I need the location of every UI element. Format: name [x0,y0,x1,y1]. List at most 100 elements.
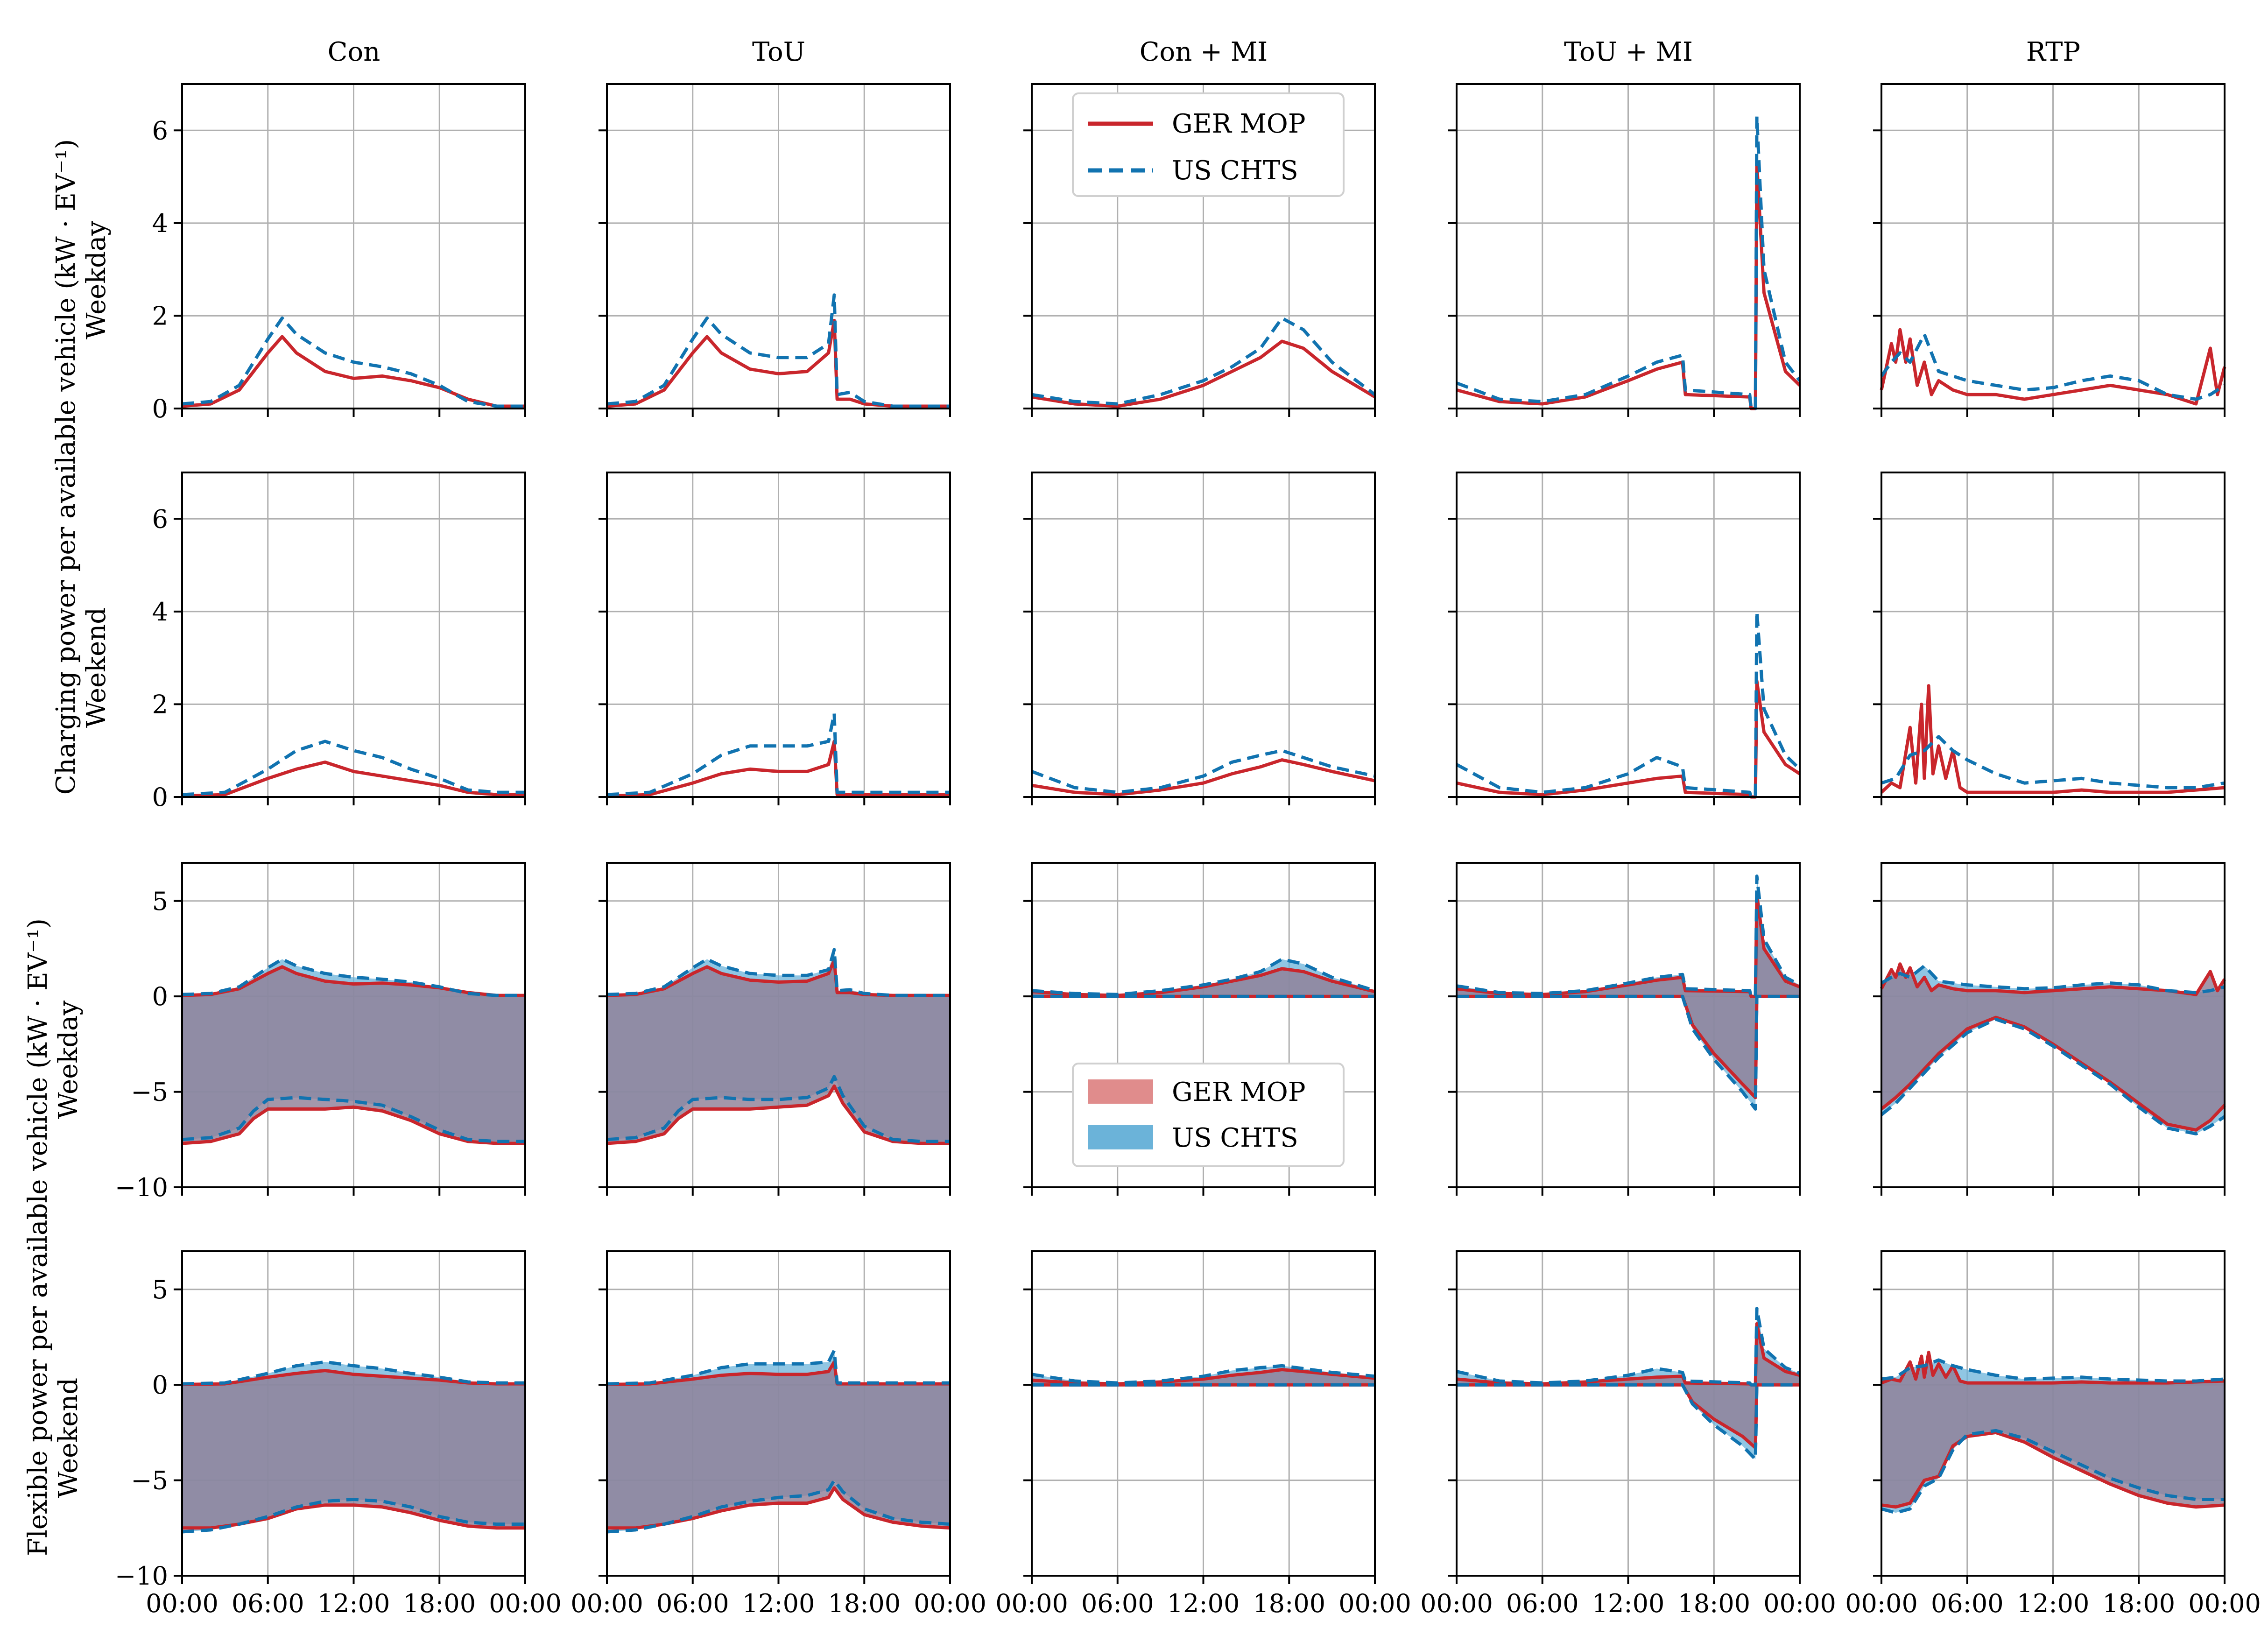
line-us-chts [1031,316,1376,406]
line-us-chts [182,316,525,408]
y-tick-label-0: 5 [152,1275,168,1304]
line-us-chts-lower [182,1096,525,1143]
y-tick-label-0: 0 [152,782,168,812]
line-ger-mop-upper [182,965,525,997]
x-tick-label-4: 00:00 [1763,1589,1836,1618]
line-ger-mop [1456,161,1801,410]
band-overlap [182,1370,525,1528]
x-tick-label-4: 00:00 [1338,1589,1411,1618]
line-ger-mop [1031,339,1376,408]
y-tick-label-1: 0 [152,982,168,1011]
panel-charging-weekend-con: 0 2 4 6 [152,472,526,812]
x-tick-label-1: 06:00 [1931,1589,2004,1618]
panel-charging-weekend-rtp [1873,472,2226,805]
legend-fill-label-us: US CHTS [1172,1123,1298,1153]
line-us-chts [1456,610,1801,799]
line-ger-mop-upper [606,958,950,997]
line-us-chts-upper [1456,874,1801,998]
column-title-tou: ToU [752,37,805,67]
x-tick-label-1: 06:00 [656,1589,729,1618]
line-us-chts-lower [1457,1383,1800,1461]
x-tick-label-2: 12:00 [1167,1589,1240,1618]
line-ger-mop-lower [1880,1015,2226,1132]
line-us-chts-upper [606,1349,950,1386]
y-tick-label-0: 0 [152,394,168,423]
line-us-chts [1880,332,2226,401]
y-tick-label-1: 0 [152,1370,168,1400]
column-title-con: Con [328,37,380,67]
line-ger-mop [606,740,950,798]
line-us-chts-lower [182,1498,525,1534]
line-us-chts [1456,115,1801,410]
panel-flexible-weekday-con: 5 0 −5 −10 [115,862,526,1202]
line-us-chts-upper [1881,1358,2225,1383]
panel-charging-weekend-con-mi [1023,472,1376,805]
x-tick-label-2: 12:00 [317,1589,390,1618]
legend-label-ger: GER MOP [1172,109,1306,139]
panel-flexible-weekend-tou: 00:00 06:00 12:00 18:00 00:00 [571,1250,986,1618]
x-tick-label-3: 18:00 [1677,1589,1750,1618]
line-us-chts [1031,749,1375,794]
line-ger-mop-upper [182,1369,525,1386]
line-ger-mop [1456,679,1801,799]
y-tick-label-3: −10 [115,1173,168,1202]
legend-fills: GER MOP US CHTS [1072,1063,1345,1167]
x-tick-label-0: 00:00 [1845,1589,1918,1618]
panel-charging-weekend-tou-mi [1448,472,1801,805]
panel-charging-weekday-rtp [1873,83,2226,417]
line-us-chts-upper [1881,964,2225,994]
panel-flexible-weekend-tou-mi: 00:00 06:00 12:00 18:00 00:00 [1420,1250,1836,1618]
line-us-chts-lower [606,1479,951,1534]
x-tick-label-0: 00:00 [146,1589,218,1618]
line-us-chts-lower [1880,1017,2226,1135]
panel-charging-weekday-tou-mi [1448,83,1801,417]
y-tick-label-2: 4 [152,597,168,627]
column-title-tou-mi: ToU + MI [1564,37,1693,67]
row-label-charging-weekend: Weekend [81,607,112,728]
band-overlap [607,960,950,1143]
x-tick-label-0: 00:00 [1420,1589,1493,1618]
band-overlap [1032,1369,1375,1385]
panel-flexible-weekend-rtp: 00:00 06:00 12:00 18:00 00:00 [1845,1250,2261,1618]
y-tick-label-0: 5 [152,887,168,916]
y-tick-label-3: 6 [152,116,168,145]
x-tick-label-1: 06:00 [232,1589,304,1618]
panel-charging-weekday-con: 0 2 4 6 [152,83,526,423]
line-us-chts-upper [606,948,950,997]
legend-swatch-ger [1088,1079,1153,1104]
labels-layer: Con ToU Con + MI ToU + MI RTP Charging p… [23,37,2080,1556]
band-overlap [1881,1352,2225,1507]
x-tick-label-3: 18:00 [1253,1589,1325,1618]
line-us-chts-upper [182,1360,525,1386]
x-tick-label-4: 00:00 [914,1589,986,1618]
line-us-chts [182,740,525,796]
panel-flexible-weekday-tou [599,862,951,1196]
y-tick-label-1: 2 [152,301,168,331]
x-tick-label-1: 06:00 [1506,1589,1579,1618]
x-tick-label-0: 00:00 [571,1589,643,1618]
legend-fill-label-ger: GER MOP [1172,1077,1306,1107]
line-us-chts [606,712,950,796]
line-us-chts-lower [1457,994,1800,1111]
line-ger-mop-lower [1881,1431,2225,1509]
line-us-chts-upper [1456,1307,1801,1387]
x-tick-label-2: 12:00 [2017,1589,2090,1618]
y-tick-label-3: −10 [115,1561,168,1591]
x-tick-label-2: 12:00 [742,1589,815,1618]
x-tick-label-3: 18:00 [828,1589,901,1618]
line-ger-mop-lower [606,1084,950,1145]
band-overlap [607,1362,950,1528]
x-tick-label-2: 12:00 [1592,1589,1665,1618]
row-label-flexible-weekday: Weekday [53,1001,84,1119]
legend-label-us: US CHTS [1172,155,1298,186]
legend-lines: GER MOP US CHTS [1072,92,1345,197]
line-ger-mop-lower [182,1105,525,1145]
panel-charging-weekday-tou [599,83,951,417]
line-ger-mop [606,318,950,408]
y-tick-label-1: 2 [152,690,168,719]
band-overlap [1881,964,2225,1130]
y-tick-label-2: 4 [152,209,168,238]
line-us-chts-upper [1031,958,1376,996]
